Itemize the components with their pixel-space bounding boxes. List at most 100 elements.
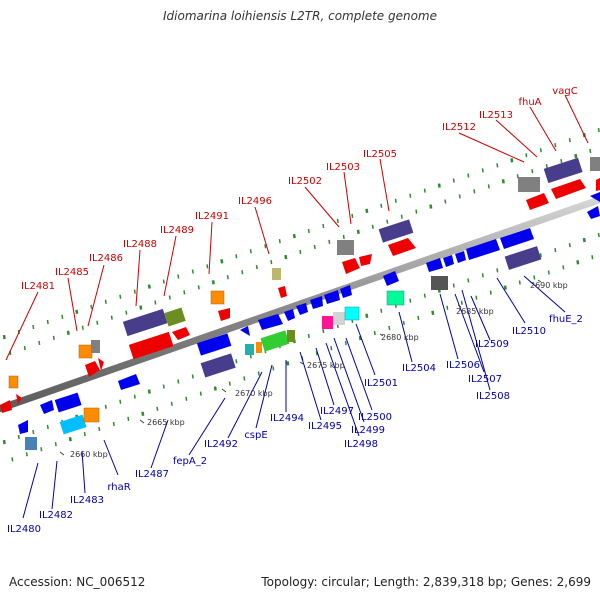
gene-label-IL2480: IL2480 xyxy=(7,524,41,535)
gene-label-IL2498: IL2498 xyxy=(344,439,378,450)
tick-mark xyxy=(358,335,362,341)
gene-IL2486 xyxy=(85,361,100,377)
gene-label-IL2501: IL2501 xyxy=(364,378,398,389)
gene-label-IL2500: IL2500 xyxy=(358,412,392,423)
gene-IL2497 xyxy=(322,316,333,329)
leader-IL2505 xyxy=(379,158,390,212)
gene-IL2482 xyxy=(40,400,54,414)
gene-label-IL2506: IL2506 xyxy=(446,360,480,371)
tick-mark xyxy=(365,313,369,319)
tick-mark xyxy=(380,308,383,313)
leader-IL2496 xyxy=(254,206,270,255)
tick-mark xyxy=(342,234,345,239)
tick-mark xyxy=(307,228,310,234)
tick-mark xyxy=(475,295,478,300)
tick-mark xyxy=(431,310,435,316)
leader-IL2481 xyxy=(5,291,39,361)
tick-mark xyxy=(402,320,405,326)
tick-mark xyxy=(96,320,99,325)
gene-IL2481b xyxy=(0,400,12,413)
tick-mark xyxy=(154,300,157,305)
tick-mark xyxy=(458,194,461,199)
gene-label-IL2509: IL2509 xyxy=(475,339,509,350)
scale-label-0: 2660 kbp xyxy=(70,450,108,459)
tick-mark xyxy=(533,275,536,280)
tick-mark xyxy=(481,273,484,278)
tick-mark xyxy=(112,421,115,427)
tick-mark xyxy=(220,259,224,264)
tick-mark xyxy=(313,244,316,250)
tick-mark xyxy=(373,330,376,336)
gene-label-IL2488: IL2488 xyxy=(123,239,157,250)
gene-fhuE_2 xyxy=(504,246,542,270)
tick-mark xyxy=(66,330,70,336)
gene-IL2491 xyxy=(210,290,225,305)
gene-IL2504 xyxy=(386,290,405,306)
leader-IL2504 xyxy=(398,311,413,363)
tick-mark xyxy=(284,254,288,260)
tick-mark xyxy=(147,284,151,289)
tick-mark xyxy=(365,208,369,214)
tick-mark xyxy=(386,219,389,224)
gene-IL2501 xyxy=(383,271,399,286)
leader-IL2489 xyxy=(163,235,177,297)
tick-mark xyxy=(371,224,374,229)
tick-mark xyxy=(299,249,302,255)
gene-label-IL2507: IL2507 xyxy=(468,374,502,385)
gene-IL2483 xyxy=(83,407,100,423)
scale-label-6: 2690 kbp xyxy=(530,281,568,290)
tick-mark xyxy=(68,436,72,442)
leader-fhuA xyxy=(529,106,557,152)
gene-IL2512 xyxy=(518,177,540,192)
tick-mark xyxy=(270,259,273,265)
tick-mark xyxy=(496,163,499,168)
gene-IL2502 xyxy=(337,240,354,255)
tick-mark xyxy=(127,416,130,422)
tick-mark xyxy=(473,189,476,194)
tick-mark xyxy=(460,300,463,305)
gene-label-IL2504: IL2504 xyxy=(402,363,436,374)
tick-mark xyxy=(510,158,514,163)
tick-mark xyxy=(17,434,20,440)
tick-mark xyxy=(328,239,331,245)
tick-mark xyxy=(496,268,499,273)
leader-IL2491 xyxy=(208,221,213,275)
tick-mark xyxy=(562,265,565,270)
scale-label-3: 2675 kbp xyxy=(307,361,345,370)
tick-mark xyxy=(444,199,447,204)
leader-IL2510 xyxy=(496,277,526,324)
tick-mark xyxy=(518,280,521,285)
tick-mark xyxy=(330,346,333,351)
tick-mark xyxy=(554,248,557,253)
leader-IL2513 xyxy=(495,119,538,158)
leader-fhuE_2 xyxy=(523,275,566,313)
gene-label-IL2494: IL2494 xyxy=(270,413,304,424)
tick-mark xyxy=(481,168,484,173)
tick-mark xyxy=(409,193,412,198)
leader-fepA_2 xyxy=(188,397,226,456)
gene-label-IL2505: IL2505 xyxy=(363,149,397,160)
tick-mark xyxy=(243,376,246,381)
scale-label-1: 2665 kbp xyxy=(147,418,185,427)
tick-mark xyxy=(110,315,113,320)
leader-IL2497 xyxy=(315,347,335,406)
tick-mark xyxy=(90,304,93,309)
leader-IL2488 xyxy=(135,249,141,307)
tick-mark xyxy=(38,340,41,346)
tick-mark xyxy=(2,439,6,445)
tick-mark xyxy=(235,254,238,259)
gene-label-IL2492: IL2492 xyxy=(204,439,238,450)
tick-mark xyxy=(139,305,143,310)
tick-mark xyxy=(32,324,35,330)
tick-mark xyxy=(591,255,594,260)
leader-IL2485 xyxy=(67,277,78,332)
tick-mark xyxy=(228,381,231,386)
gene-label-IL2508: IL2508 xyxy=(476,391,510,402)
leader-rhaR xyxy=(103,439,119,476)
tick-mark xyxy=(191,269,194,274)
tick-mark xyxy=(2,334,6,340)
tick-mark xyxy=(322,328,325,334)
tick-mark xyxy=(81,325,84,330)
